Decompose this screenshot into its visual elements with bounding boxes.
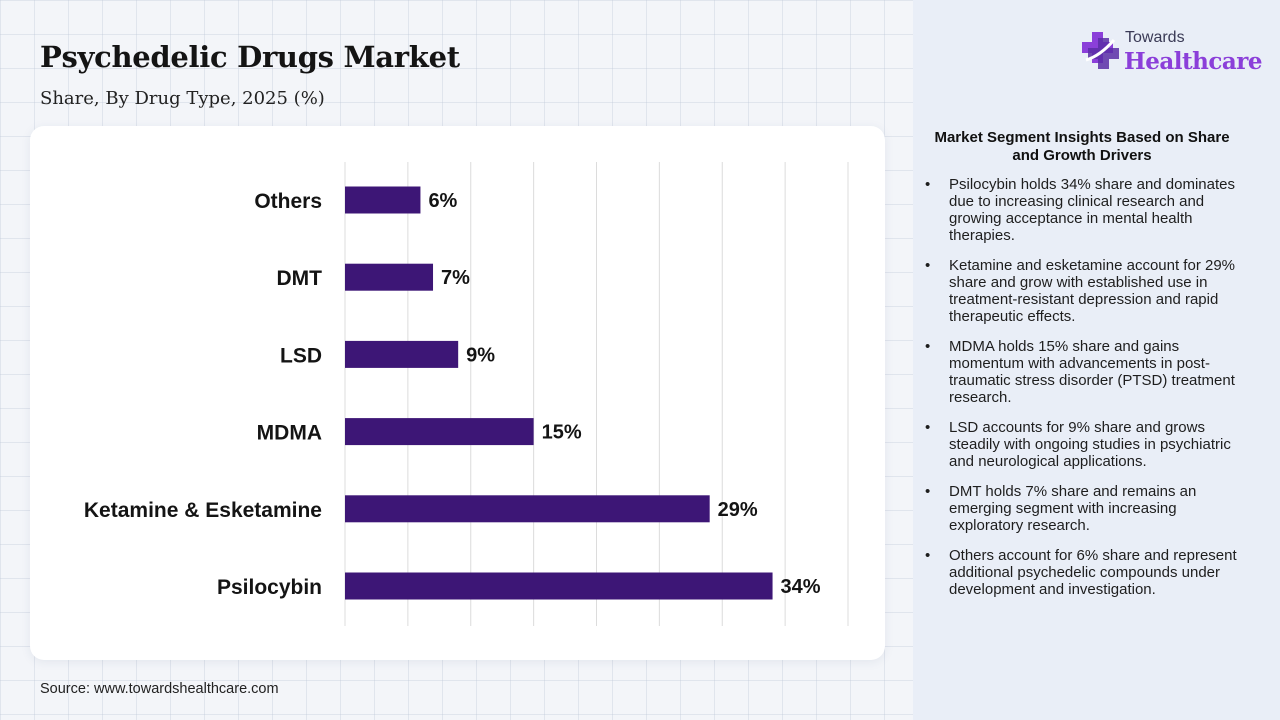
- insight-text: LSD accounts for 9% share and grows stea…: [949, 419, 1231, 470]
- value-label: 9%: [466, 344, 495, 366]
- category-label: MDMA: [257, 422, 322, 445]
- chart-card: Others 6% DMT 7% LSD 9% MDMA 15% Ketamine & Eske…: [30, 126, 885, 660]
- insight-text: Psilocybin holds 34% share and dominates…: [949, 176, 1236, 244]
- category-label: Psilocybin: [217, 576, 322, 599]
- insight-item: • Others account for 6% share and represe…: [925, 547, 1243, 598]
- bullet-marker: •: [925, 483, 931, 500]
- insights-panel: [913, 0, 1280, 720]
- insight-text: MDMA holds 15% share and gains momentum …: [949, 338, 1235, 406]
- category-label: LSD: [280, 344, 322, 367]
- insights-title: Market Segment Insights Based on Share a…: [934, 129, 1230, 164]
- bar: [345, 418, 534, 446]
- brand-name-main: Healthcare: [1124, 48, 1263, 75]
- value-label: 15%: [542, 422, 582, 444]
- insight-item: • LSD accounts for 9% share and grows ste…: [925, 419, 1243, 470]
- plus-cross-icon: [1082, 32, 1119, 69]
- bar: [345, 340, 459, 368]
- category-label: Others: [254, 190, 322, 213]
- bar: [345, 572, 773, 600]
- value-label: 29%: [718, 499, 758, 521]
- bullet-marker: •: [925, 338, 931, 355]
- bullet-marker: •: [925, 257, 931, 274]
- brand-name-top: Towards: [1125, 29, 1185, 46]
- bar: [345, 495, 710, 523]
- value-label: 34%: [781, 576, 821, 598]
- brand-logo: Towards Healthcare: [1080, 28, 1263, 78]
- page-title: Psychedelic Drugs Market: [40, 40, 460, 74]
- insight-item: • MDMA holds 15% share and gains momentum…: [925, 338, 1243, 406]
- category-label: Ketamine & Esketamine: [84, 499, 322, 522]
- bullet-marker: •: [925, 547, 931, 564]
- page-subtitle: Share, By Drug Type, 2025 (%): [40, 88, 325, 109]
- bullet-marker: •: [925, 419, 931, 436]
- insight-item: • Ketamine and esketamine account for 29%…: [925, 257, 1243, 325]
- source-text: Source: www.towardshealthcare.com: [40, 681, 279, 697]
- insights-list: • Psilocybin holds 34% share and dominate…: [925, 176, 1243, 611]
- bar: [345, 186, 421, 214]
- insight-text: Ketamine and esketamine account for 29% …: [949, 257, 1236, 325]
- insight-item: • DMT holds 7% share and remains an emerg…: [925, 483, 1243, 534]
- value-label: 6%: [428, 190, 457, 212]
- bar-chart: Others 6% DMT 7% LSD 9% MDMA 15% Ketamine & Eske…: [84, 162, 849, 626]
- insight-text: Others account for 6% share and represen…: [949, 547, 1237, 598]
- insight-text: DMT holds 7% share and remains an emergi…: [949, 483, 1197, 534]
- category-label: DMT: [277, 267, 323, 290]
- value-label: 7%: [441, 267, 470, 289]
- insight-item: • Psilocybin holds 34% share and dominate…: [925, 176, 1243, 244]
- bullet-marker: •: [925, 176, 931, 193]
- bar: [345, 263, 434, 291]
